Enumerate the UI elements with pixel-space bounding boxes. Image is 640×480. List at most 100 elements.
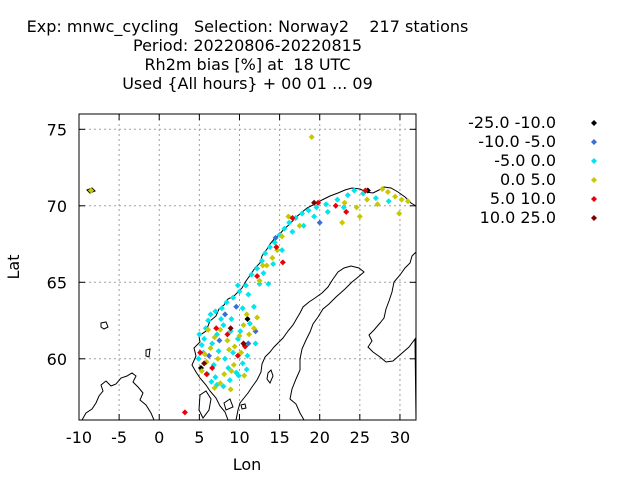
station-point	[224, 331, 231, 338]
station-point	[212, 308, 219, 315]
station-point	[323, 201, 330, 208]
station-point	[244, 352, 251, 359]
x-tick-label: 15	[269, 428, 289, 447]
station-point	[213, 325, 220, 332]
station-point	[270, 260, 277, 267]
station-point	[220, 383, 227, 390]
station-point	[256, 277, 263, 284]
station-point	[305, 207, 312, 214]
station-point	[396, 210, 403, 217]
station-point	[262, 250, 269, 257]
station-point	[300, 222, 307, 229]
station-point	[254, 265, 261, 272]
station-point	[236, 288, 243, 295]
station-point	[316, 219, 323, 226]
x-tick-label: 0	[154, 428, 164, 447]
station-point	[286, 219, 293, 226]
grid-lines	[79, 114, 416, 420]
y-tick-label: 75	[47, 120, 67, 139]
station-point	[195, 355, 202, 362]
station-point	[223, 299, 230, 306]
station-point	[289, 228, 296, 235]
station-point	[332, 202, 339, 209]
legend-label: -5.0 0.0	[494, 151, 556, 170]
station-point	[353, 204, 360, 211]
station-point	[362, 187, 369, 194]
station-point	[344, 192, 351, 199]
chart-title-variable: Rh2m bias [%] at 18 UTC	[144, 55, 351, 74]
station-point	[289, 215, 296, 222]
station-point	[279, 247, 286, 254]
station-point	[238, 349, 245, 356]
legend-label: 10.0 25.0	[480, 208, 556, 227]
legend-label: -10.0 -5.0	[478, 132, 556, 151]
station-point	[272, 234, 279, 241]
station-point	[252, 340, 259, 347]
station-point	[236, 332, 243, 339]
station-point	[226, 346, 233, 353]
station-point	[226, 377, 233, 384]
chart-title-hours: Used {All hours} + 00 01 ... 09	[122, 74, 373, 93]
station-point	[233, 303, 240, 310]
station-point	[222, 355, 229, 362]
station-point	[224, 337, 231, 344]
station-point	[392, 193, 399, 200]
legend-label: -25.0 -10.0	[468, 113, 556, 132]
station-point	[279, 233, 286, 240]
station-point	[341, 199, 348, 206]
legend-marker	[591, 177, 597, 183]
station-point	[220, 322, 227, 329]
legend-marker	[591, 196, 597, 202]
x-tick-label: 5	[194, 428, 204, 447]
station-point	[196, 331, 203, 338]
station-point	[207, 311, 214, 318]
station-point	[250, 325, 257, 332]
x-tick-label: 20	[310, 428, 330, 447]
x-tick-label: -5	[111, 428, 127, 447]
station-point	[231, 343, 238, 350]
station-point	[258, 257, 265, 264]
station-point	[230, 294, 237, 301]
station-point	[230, 349, 237, 356]
station-point	[340, 204, 347, 211]
station-point	[243, 366, 250, 373]
station-point	[209, 364, 216, 371]
station-point	[263, 262, 270, 269]
legend-marker	[591, 139, 597, 145]
station-point	[243, 311, 250, 318]
station-point	[273, 244, 280, 251]
station-point	[244, 316, 251, 323]
x-axis-label: Lon	[233, 455, 262, 474]
station-point	[203, 371, 210, 378]
station-point	[207, 345, 214, 352]
station-point	[237, 328, 244, 335]
station-point	[292, 215, 299, 222]
station-point	[246, 320, 253, 327]
station-point	[225, 364, 232, 371]
station-point	[239, 305, 246, 312]
station-point	[265, 280, 272, 287]
station-point	[281, 225, 288, 232]
y-tick-label: 60	[47, 350, 67, 369]
y-tick-label: 65	[47, 273, 67, 292]
station-point	[296, 222, 303, 229]
plot-frame	[78, 113, 417, 421]
station-point	[311, 199, 318, 206]
coastline-britain	[81, 372, 155, 421]
station-point	[208, 378, 215, 385]
y-axis-label: Lat	[4, 255, 23, 280]
x-tick-label: 10	[229, 428, 249, 447]
station-point	[356, 213, 363, 220]
legend-marker	[591, 120, 597, 126]
station-point	[374, 201, 381, 208]
station-points	[88, 133, 411, 416]
station-point	[384, 189, 391, 196]
station-point	[313, 204, 320, 211]
y-tick-label: 70	[47, 197, 67, 216]
station-point	[379, 185, 386, 192]
station-point	[218, 305, 225, 312]
station-point	[227, 325, 234, 332]
coastline-denmark	[198, 390, 212, 419]
station-point	[211, 384, 218, 391]
